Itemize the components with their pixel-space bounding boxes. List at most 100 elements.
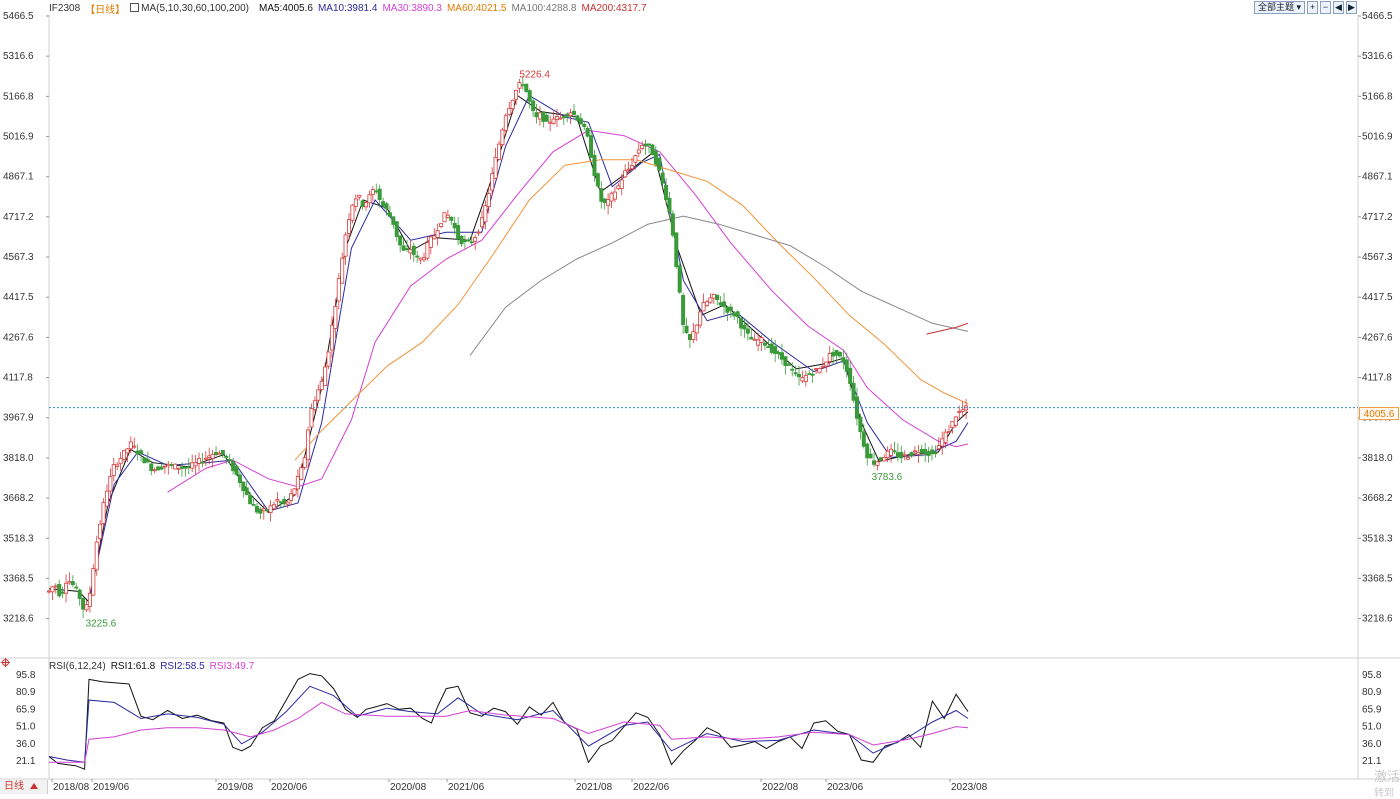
candle-body [67,580,72,584]
period-label: 【日线】 [85,5,126,16]
candle-body [70,581,75,586]
candle-body [91,568,96,596]
candle-body [568,112,573,117]
candle-body [766,346,771,348]
candle-body [115,464,120,467]
period-button[interactable]: 日线 [0,780,48,794]
date-label: 2018/08 [53,782,90,793]
price-tick-right: 3818.0 [1362,453,1393,464]
price-tick-left: 5466.5 [3,11,34,22]
candle-body [691,331,696,341]
expand-up-icon[interactable] [30,783,38,789]
candle-body [916,451,921,455]
candle-body [878,457,883,461]
candle-body [336,278,341,302]
candle-body [704,301,709,307]
rsi-tick-left: 95.8 [16,670,36,681]
ma10-label: MA10:3981.4 [317,3,378,14]
candle-body [200,461,205,464]
crosshair-icon[interactable] [1,658,10,667]
candle-body [469,241,474,244]
price-tick-right: 5016.9 [1362,132,1393,143]
candle-body [319,380,324,390]
candle-body [214,452,219,455]
candle-body [537,112,542,120]
candle-body [473,237,478,242]
candle-body [326,351,331,367]
candle-body [865,443,870,459]
candle-body [953,416,958,426]
candle-body [173,463,178,470]
candle-body [585,127,590,137]
candle-body [272,504,277,510]
candle-body [660,172,665,184]
candle-body [125,448,130,454]
rsi2-label: RSI2:58.5 [160,661,205,672]
price-axis-right: 5466.5 5316.6 5166.8 5016.9 4867.1 4717.2 4567… [1358,11,1393,625]
candle-body [179,466,184,469]
candle-body [619,179,624,190]
candle-body [500,129,505,146]
candle-body [599,188,604,202]
candle-body [790,368,795,371]
candle-body [231,460,236,472]
candle-body [851,382,856,401]
rsi-tick-right: 80.9 [1362,687,1382,698]
candle-body [534,112,539,118]
overlay-select[interactable]: 全部主题 ▾ [1253,1,1305,14]
candle-body [217,452,222,455]
candle-body [435,230,440,238]
low-annotation-2: 3783.6 [872,472,903,483]
price-tick-left: 4867.1 [3,172,34,183]
candlesticks[interactable] [47,76,969,618]
scroll-left-button[interactable]: ◀ [1333,1,1344,14]
price-axis-left: 5466.5 5316.6 5166.8 5016.9 4867.1 4717.2 4567… [3,11,49,625]
candle-body [609,192,614,202]
candle-body [902,454,907,457]
candle-body [759,336,764,343]
rsi-tick-right: 36.0 [1362,739,1382,750]
candle-body [565,113,570,117]
candle-body [831,352,836,357]
candle-body [156,466,161,471]
rsi1-line [48,673,969,770]
candle-body [595,173,600,187]
ma-params-label[interactable]: MA(5,10,30,60,100,200) [130,3,254,14]
price-tick-left: 3967.9 [3,413,34,424]
zoom-out-button[interactable]: − [1320,1,1331,14]
candle-body [544,114,549,122]
rsi-legend: RSI(6,12,24) RSI1:61.8 RSI2:58.5 RSI3:49… [49,661,259,672]
candle-body [142,457,147,464]
candle-body [858,416,863,433]
candle-body [387,212,392,217]
candle-body [670,213,675,236]
zoom-in-button[interactable]: + [1307,1,1318,14]
candle-body [561,116,566,119]
price-tick-left: 3518.3 [3,533,34,544]
checkbox-icon[interactable] [130,3,140,12]
activation-watermark-sub: 转到 [1374,788,1394,799]
candle-body [779,352,784,360]
candle-body [718,302,723,306]
candle-body [415,255,420,258]
price-tick-left: 5016.9 [3,132,34,143]
candle-body [906,457,911,460]
price-tick-right: 4567.3 [1362,252,1393,263]
candle-body [899,451,904,459]
candle-body [776,352,781,354]
candle-body [220,450,225,455]
candle-body [497,143,502,160]
candle-body [643,143,648,147]
candle-body [558,117,563,120]
candle-body [248,495,253,505]
candle-body [820,365,825,368]
rsi-tick-left: 80.9 [16,687,36,698]
scroll-right-button[interactable]: ▶ [1346,1,1357,14]
candle-body [186,466,191,469]
candle-body [848,367,853,384]
candle-body [169,464,174,466]
candle-body [476,231,481,234]
candle-body [803,375,808,382]
candle-body [762,342,767,346]
